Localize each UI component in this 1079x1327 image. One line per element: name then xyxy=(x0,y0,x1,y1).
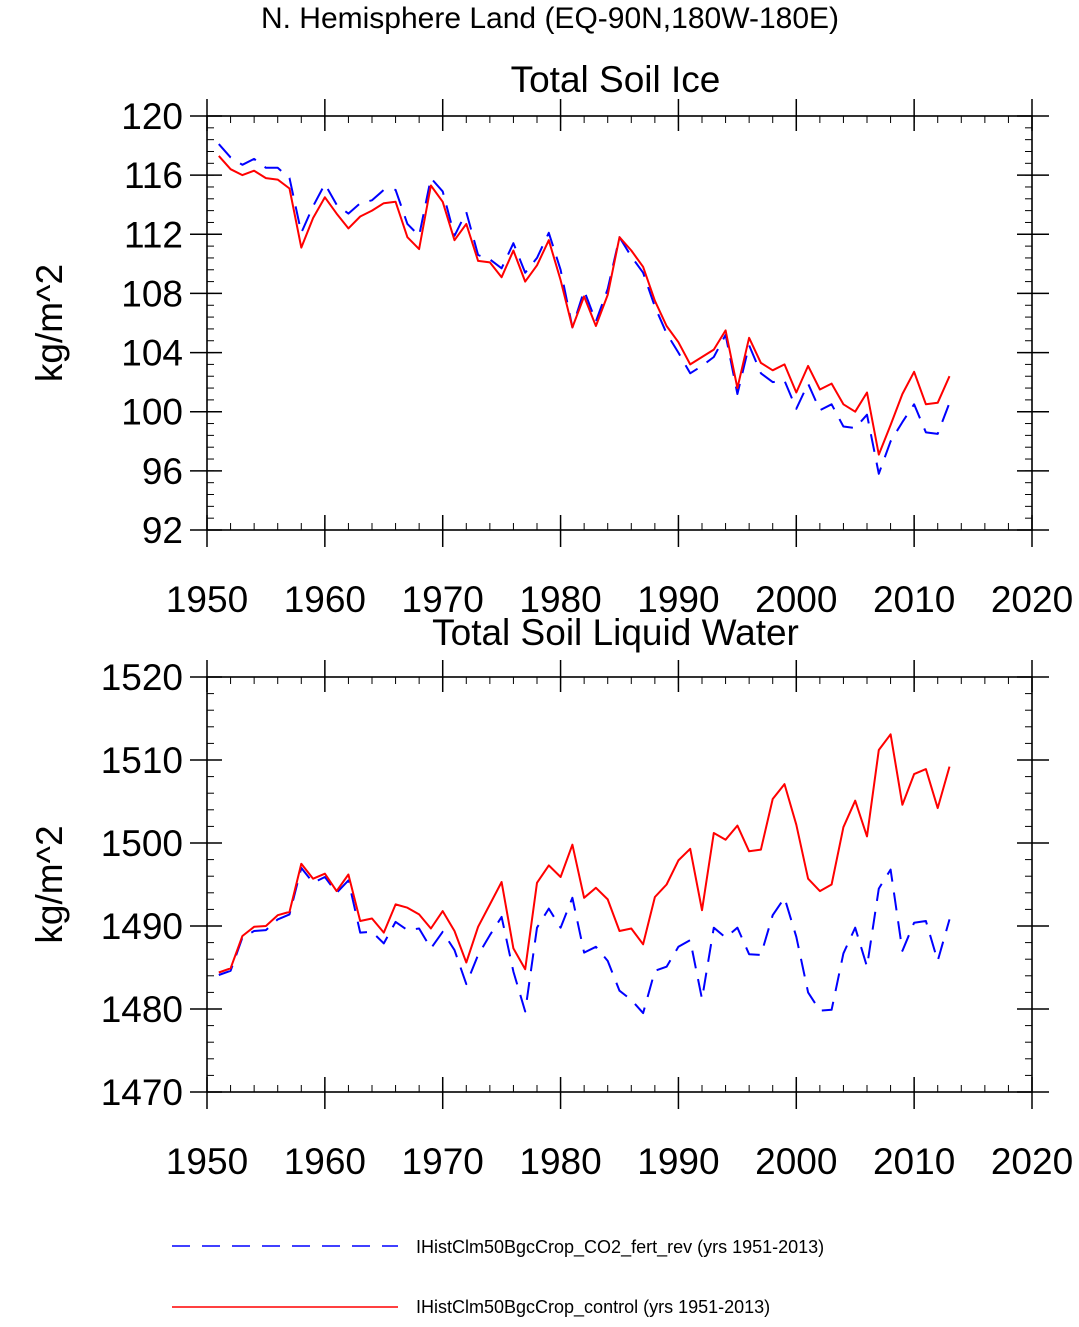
plot-frame xyxy=(206,676,1033,1093)
x-tick-label: 2000 xyxy=(755,1141,837,1182)
y-tick-label: 92 xyxy=(142,510,183,551)
x-tick-label: 2020 xyxy=(991,1141,1073,1182)
x-tick-label: 1980 xyxy=(519,579,601,620)
x-tick-label: 1960 xyxy=(284,579,366,620)
y-tick-label: 1520 xyxy=(101,657,183,698)
y-tick-label: 108 xyxy=(121,273,183,314)
x-tick-label: 1970 xyxy=(402,1141,484,1182)
legend-swatch-solid-red xyxy=(172,1306,398,1308)
series-line-co2-fert xyxy=(218,143,951,475)
chart-soil-liquid-water: Total Soil Liquid Water kg/m^2 1950 1960 197… xyxy=(29,612,1073,1182)
x-tick-label: 1990 xyxy=(637,1141,719,1182)
chart-title: Total Soil Liquid Water xyxy=(432,612,799,653)
plot-frame xyxy=(206,115,1033,531)
legend-label-co2-fert: IHistClm50BgcCrop_CO2_fert_rev (yrs 1951… xyxy=(416,1237,825,1257)
y-tick-label: 116 xyxy=(124,155,183,196)
y-tick-label: 120 xyxy=(121,96,183,137)
legend-swatch-dashed-blue xyxy=(172,1245,398,1247)
page-title: N. Hemisphere Land (EQ-90N,180W-180E) xyxy=(260,2,840,35)
x-tick-label: 1990 xyxy=(637,579,719,620)
y-tick-label: 1490 xyxy=(101,906,183,947)
x-tick-label: 1980 xyxy=(519,1141,601,1182)
y-axis-label: kg/m^2 xyxy=(29,825,70,943)
y-tick-label: 112 xyxy=(124,214,183,255)
y-tick-label: 1510 xyxy=(101,740,183,781)
legend-label-control: IHistClm50BgcCrop_control (yrs 1951-2013… xyxy=(416,1297,771,1317)
y-tick-label: 1480 xyxy=(101,989,183,1030)
y-tick-label: 1470 xyxy=(101,1072,183,1113)
x-tick-label: 1950 xyxy=(166,579,248,620)
series-line-co2-fert xyxy=(218,866,951,1015)
chart-title: Total Soil Ice xyxy=(511,59,721,100)
y-tick-label: 1500 xyxy=(101,823,183,864)
x-tick-label: 2010 xyxy=(873,1141,955,1182)
y-axis-label: kg/m^2 xyxy=(29,264,70,382)
x-tick-label: 2010 xyxy=(873,579,955,620)
x-tick-label: 2000 xyxy=(755,579,837,620)
x-tick-label: 1950 xyxy=(166,1141,248,1182)
x-tick-label: 1970 xyxy=(402,579,484,620)
chart-soil-ice: Total Soil Ice kg/m^2 1950 1960 1970 1980 1990… xyxy=(29,59,1073,620)
series-line-control xyxy=(218,155,951,456)
y-tick-label: 104 xyxy=(121,333,183,374)
legend-item-co2-fert: IHistClm50BgcCrop_CO2_fert_rev (yrs 1951… xyxy=(0,1226,1079,1266)
legend-item-control: IHistClm50BgcCrop_control (yrs 1951-2013… xyxy=(0,1287,1079,1327)
x-tick-label: 2020 xyxy=(991,579,1073,620)
x-tick-label: 1960 xyxy=(284,1141,366,1182)
y-tick-label: 96 xyxy=(142,451,183,492)
y-tick-label: 100 xyxy=(121,392,183,433)
series-line-control xyxy=(218,733,951,974)
